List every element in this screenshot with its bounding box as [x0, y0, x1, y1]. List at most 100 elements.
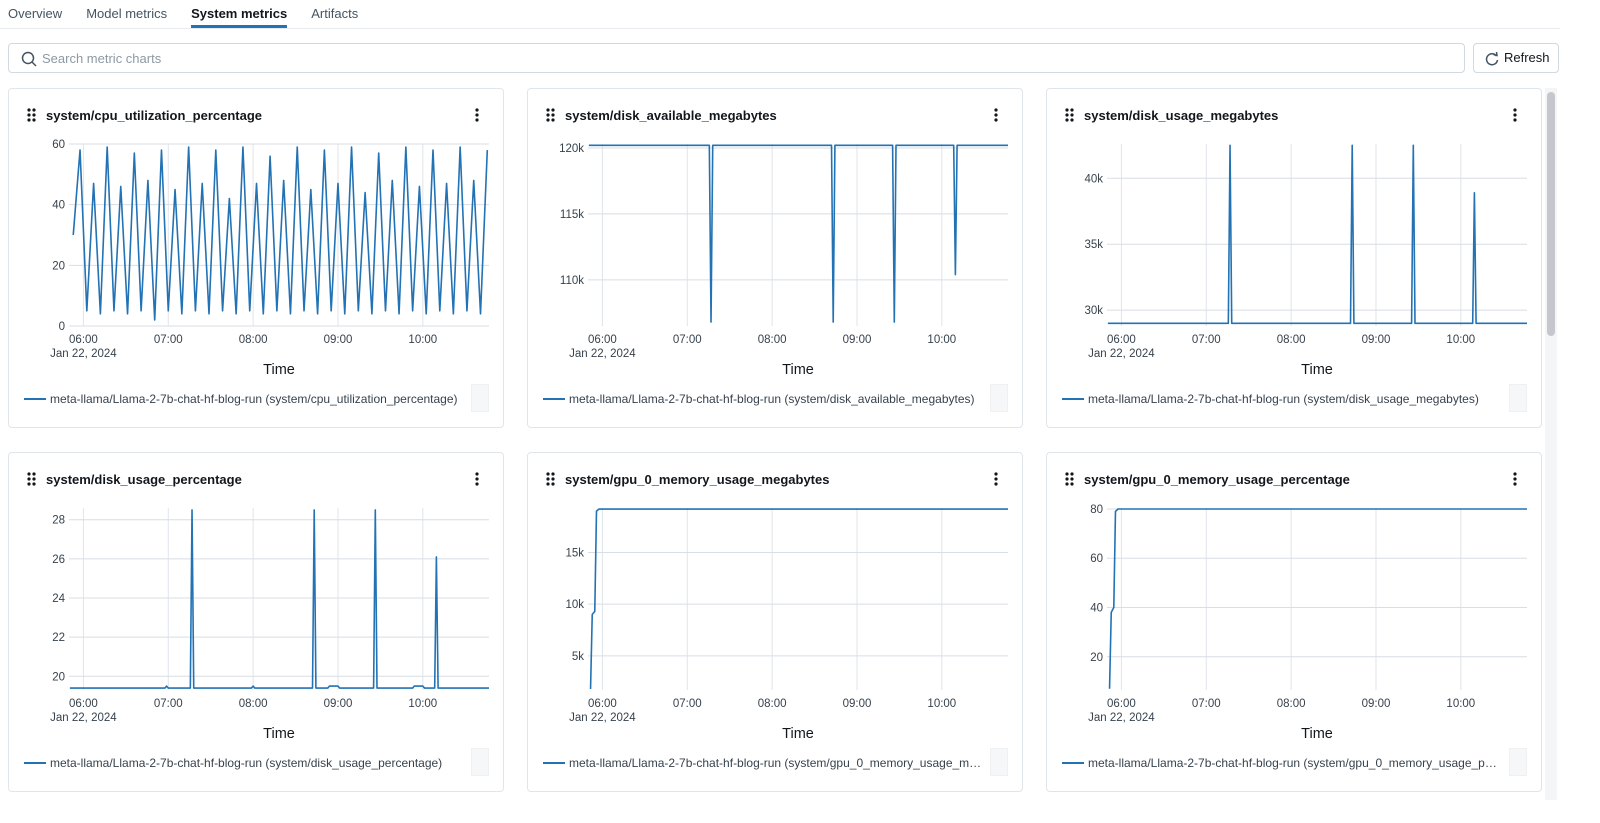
- handle-dot: [27, 472, 31, 476]
- x-tick-label: 10:00: [408, 334, 437, 346]
- legend-item[interactable]: meta-llama/Llama-2-7b-chat-hf-blog-run (…: [1062, 748, 1502, 778]
- x-tick-label: 08:00: [758, 698, 787, 710]
- legend-swatch: [24, 398, 46, 400]
- legend-label: meta-llama/Llama-2-7b-chat-hf-blog-run (…: [50, 392, 458, 406]
- handle-dot: [32, 477, 36, 481]
- card-menu[interactable]: [994, 108, 998, 122]
- legend-item[interactable]: meta-llama/Llama-2-7b-chat-hf-blog-run (…: [543, 748, 983, 778]
- refresh-icon: [1485, 51, 1499, 66]
- x-axis-title: Time: [1301, 726, 1333, 742]
- y-tick-label: 24: [52, 593, 65, 605]
- handle-dot: [1065, 113, 1069, 117]
- y-tick-label: 22: [52, 632, 65, 644]
- legend-item[interactable]: meta-llama/Llama-2-7b-chat-hf-blog-run (…: [24, 384, 464, 414]
- refresh-button[interactable]: Refresh: [1473, 43, 1559, 73]
- chart-title: system/cpu_utilization_percentage: [46, 108, 263, 123]
- date-label: Jan 22, 2024: [50, 712, 117, 724]
- handle-dot: [1070, 472, 1074, 476]
- chart-svg: 06:00 07:00 08:00 09:00 10:00 20 40 60 80 Jan 22,…: [1065, 472, 1527, 742]
- legend-label: meta-llama/Llama-2-7b-chat-hf-blog-run (…: [569, 756, 983, 770]
- menu-dot: [475, 113, 479, 117]
- menu-dot: [994, 118, 998, 122]
- card-menu[interactable]: [475, 108, 479, 122]
- y-tick-label: 20: [52, 260, 65, 272]
- x-tick-label: 07:00: [1192, 698, 1221, 710]
- y-tick-label: 20: [52, 671, 65, 683]
- legend-swatch: [24, 762, 46, 764]
- chart-card: 06:00 07:00 08:00 09:00 10:00 110k 115k 120k Jan…: [527, 88, 1023, 428]
- handle-dot: [32, 472, 36, 476]
- x-tick-label: 09:00: [1362, 698, 1391, 710]
- menu-dot: [475, 118, 479, 122]
- menu-dot: [1513, 108, 1517, 112]
- date-label: Jan 22, 2024: [569, 712, 636, 724]
- handle-dot: [27, 482, 31, 486]
- drag-handle[interactable]: [546, 108, 555, 122]
- legend-label: meta-llama/Llama-2-7b-chat-hf-blog-run (…: [569, 392, 975, 406]
- drag-handle[interactable]: [1065, 472, 1074, 486]
- drag-handle[interactable]: [1065, 108, 1074, 122]
- chart-card: 06:00 07:00 08:00 09:00 10:00 30k 35k 40k Jan 22…: [1046, 88, 1542, 428]
- handle-dot: [27, 118, 31, 122]
- chart-card: 06:00 07:00 08:00 09:00 10:00 5k 10k 15k Jan 22,…: [527, 452, 1023, 792]
- y-tick-label: 0: [59, 321, 65, 333]
- handle-dot: [1065, 118, 1069, 122]
- handle-dot: [27, 108, 31, 112]
- card-menu[interactable]: [475, 472, 479, 486]
- x-tick-label: 08:00: [239, 698, 268, 710]
- card-menu[interactable]: [1513, 108, 1517, 122]
- handle-dot: [546, 472, 550, 476]
- tab[interactable]: Artifacts: [311, 6, 359, 21]
- y-tick-label: 115k: [560, 209, 584, 221]
- handle-dot: [546, 113, 550, 117]
- drag-handle[interactable]: [546, 472, 555, 486]
- x-axis-title: Time: [263, 726, 295, 742]
- handle-dot: [27, 477, 31, 481]
- legend-scroll: [471, 748, 489, 776]
- handle-dot: [32, 113, 36, 117]
- x-tick-label: 06:00: [1107, 334, 1136, 346]
- x-tick-label: 08:00: [1277, 334, 1306, 346]
- chart-svg: 06:00 07:00 08:00 09:00 10:00 5k 10k 15k Jan 22,…: [546, 472, 1008, 742]
- x-axis-title: Time: [1301, 362, 1333, 378]
- x-tick-label: 10:00: [927, 698, 956, 710]
- chart-svg: 06:00 07:00 08:00 09:00 10:00 110k 115k 120k Jan…: [546, 108, 1008, 378]
- x-tick-label: 10:00: [927, 334, 956, 346]
- tab[interactable]: Model metrics: [86, 6, 168, 21]
- legend-label: meta-llama/Llama-2-7b-chat-hf-blog-run (…: [1088, 392, 1479, 406]
- scrollbar-thumb[interactable]: [1547, 92, 1555, 336]
- y-tick-label: 40k: [1084, 173, 1103, 185]
- legend-item[interactable]: meta-llama/Llama-2-7b-chat-hf-blog-run (…: [1062, 384, 1502, 414]
- tab[interactable]: Overview: [8, 6, 63, 21]
- handle-dot: [32, 482, 36, 486]
- tab[interactable]: System metrics: [191, 0, 288, 28]
- search-box[interactable]: Search metric charts: [8, 43, 1465, 73]
- handle-dot: [551, 118, 555, 122]
- y-tick-label: 120k: [559, 143, 584, 155]
- handle-dot: [551, 482, 555, 486]
- menu-dot: [994, 108, 998, 112]
- chart-title: system/disk_usage_megabytes: [1084, 108, 1279, 123]
- drag-handle[interactable]: [27, 472, 36, 486]
- legend-scroll: [990, 748, 1008, 776]
- handle-dot: [551, 477, 555, 481]
- legend-scroll: [1509, 748, 1527, 776]
- x-tick-label: 09:00: [843, 698, 872, 710]
- handle-dot: [1070, 118, 1074, 122]
- x-tick-label: 06:00: [588, 698, 617, 710]
- date-label: Jan 22, 2024: [1088, 712, 1155, 724]
- card-menu[interactable]: [994, 472, 998, 486]
- legend-swatch: [1062, 398, 1084, 400]
- y-tick-label: 35k: [1084, 239, 1103, 251]
- legend-item[interactable]: meta-llama/Llama-2-7b-chat-hf-blog-run (…: [24, 748, 464, 778]
- date-label: Jan 22, 2024: [50, 348, 117, 360]
- menu-dot: [994, 472, 998, 476]
- drag-handle[interactable]: [27, 108, 36, 122]
- handle-dot: [1065, 482, 1069, 486]
- series-line: [588, 144, 1008, 323]
- legend-item[interactable]: meta-llama/Llama-2-7b-chat-hf-blog-run (…: [543, 384, 983, 414]
- series-line: [1108, 508, 1527, 689]
- x-tick-label: 08:00: [1277, 698, 1306, 710]
- card-menu[interactable]: [1513, 472, 1517, 486]
